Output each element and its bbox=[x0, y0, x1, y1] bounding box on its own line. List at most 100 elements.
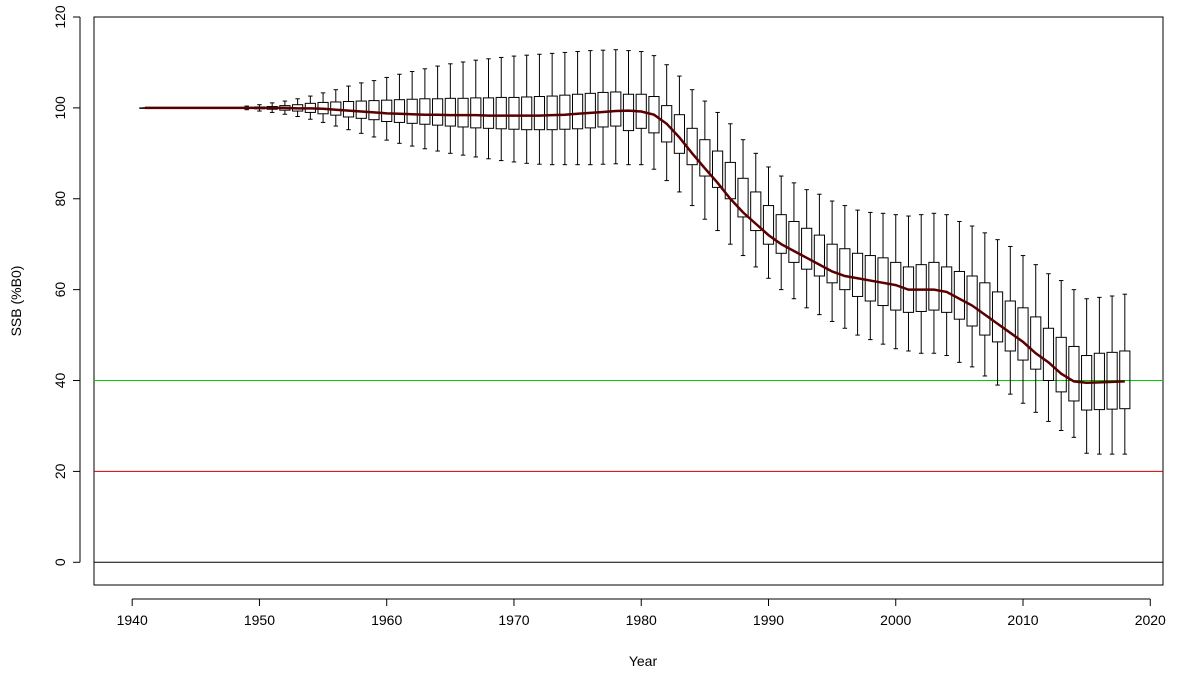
y-axis-title: SSB (%B0) bbox=[8, 266, 24, 337]
y-tick-label-40: 40 bbox=[52, 373, 68, 389]
box-1963 bbox=[419, 68, 431, 150]
box-1973 bbox=[546, 52, 558, 166]
reference-lines bbox=[94, 380, 1163, 563]
box-iqr-1959 bbox=[368, 100, 380, 121]
x-tick-label-2000: 2000 bbox=[880, 612, 911, 628]
box-2017 bbox=[1106, 295, 1118, 455]
box-iqr-2007 bbox=[979, 282, 991, 336]
box-iqr-1996 bbox=[839, 248, 851, 291]
box-1981 bbox=[648, 55, 660, 170]
box-iqr-1969 bbox=[495, 96, 507, 130]
box-1964 bbox=[432, 65, 444, 152]
box-2014 bbox=[1068, 289, 1080, 438]
box-iqr-2005 bbox=[953, 270, 965, 320]
y-tick-label-80: 80 bbox=[52, 191, 68, 207]
box-iqr-1960 bbox=[381, 99, 393, 123]
box-1970 bbox=[508, 55, 520, 163]
box-2002 bbox=[915, 214, 927, 354]
box-iqr-1992 bbox=[788, 220, 800, 263]
x-tick-label-1960: 1960 bbox=[371, 612, 402, 628]
y-axis: 0 20 40 60 80 100 120 bbox=[52, 5, 81, 566]
box-1965 bbox=[444, 63, 456, 154]
box-1960 bbox=[381, 76, 393, 141]
box-iqr-1988 bbox=[737, 177, 749, 218]
box-2009 bbox=[1004, 245, 1016, 395]
box-1997 bbox=[851, 209, 864, 336]
box-iqr-2010 bbox=[1017, 307, 1029, 361]
box-1982 bbox=[661, 64, 673, 182]
box-2006 bbox=[966, 225, 978, 368]
box-iqr-1972 bbox=[533, 96, 546, 131]
box-series bbox=[139, 49, 1131, 455]
box-1975 bbox=[572, 51, 584, 166]
box-iqr-1973 bbox=[546, 95, 558, 131]
box-iqr-1970 bbox=[508, 96, 520, 130]
box-iqr-2018 bbox=[1119, 350, 1131, 410]
box-1980 bbox=[635, 51, 647, 166]
box-1958 bbox=[355, 82, 367, 134]
box-1967 bbox=[470, 59, 482, 158]
box-iqr-1966 bbox=[457, 97, 469, 128]
box-1991 bbox=[775, 175, 787, 291]
box-iqr-1967 bbox=[470, 97, 482, 129]
box-iqr-1975 bbox=[572, 93, 584, 130]
box-2001 bbox=[902, 215, 915, 352]
box-iqr-1990 bbox=[762, 205, 775, 245]
box-1976 bbox=[584, 50, 596, 166]
box-1955 bbox=[317, 92, 329, 123]
x-tick-label-1970: 1970 bbox=[498, 612, 529, 628]
box-1988 bbox=[737, 139, 749, 257]
box-iqr-2002 bbox=[915, 264, 927, 312]
box-iqr-2013 bbox=[1055, 336, 1067, 393]
box-iqr-1976 bbox=[584, 92, 596, 129]
median-line bbox=[144, 106, 1125, 385]
box-1977 bbox=[597, 49, 609, 165]
box-1961 bbox=[393, 73, 406, 144]
box-iqr-1958 bbox=[355, 100, 367, 119]
box-iqr-1961 bbox=[393, 99, 406, 123]
plot-frame bbox=[93, 16, 1164, 586]
box-2015 bbox=[1081, 298, 1093, 454]
box-iqr-2009 bbox=[1004, 300, 1016, 352]
box-1979 bbox=[622, 50, 635, 166]
box-iqr-2014 bbox=[1068, 345, 1080, 402]
box-1974 bbox=[559, 51, 571, 166]
box-1962 bbox=[406, 71, 418, 147]
x-tick-label-1980: 1980 bbox=[626, 612, 657, 628]
box-iqr-2008 bbox=[991, 291, 1004, 343]
box-1990 bbox=[762, 166, 775, 279]
box-1996 bbox=[839, 205, 851, 329]
x-axis: 1940 1950 1960 1970 1980 1990 2000 2010 2020 bbox=[117, 598, 1166, 628]
box-iqr-1974 bbox=[559, 94, 571, 130]
box-2000 bbox=[890, 214, 902, 350]
box-2016 bbox=[1093, 296, 1105, 455]
x-tick-label-2020: 2020 bbox=[1135, 612, 1166, 628]
box-1994 bbox=[813, 193, 825, 316]
box-iqr-1971 bbox=[521, 96, 533, 131]
box-iqr-1998 bbox=[864, 255, 876, 302]
y-tick-label-60: 60 bbox=[52, 282, 68, 298]
box-iqr-2004 bbox=[941, 266, 953, 313]
box-1987 bbox=[724, 123, 736, 245]
box-1971 bbox=[521, 54, 533, 164]
box-1986 bbox=[711, 111, 724, 232]
box-1989 bbox=[750, 152, 762, 268]
box-2013 bbox=[1055, 280, 1067, 432]
box-2010 bbox=[1017, 255, 1029, 404]
box-iqr-2006 bbox=[966, 275, 978, 327]
y-tick-label-120: 120 bbox=[52, 5, 68, 29]
box-iqr-1979 bbox=[622, 93, 635, 132]
box-iqr-1991 bbox=[775, 214, 787, 254]
x-tick-label-2010: 2010 bbox=[1007, 612, 1038, 628]
box-iqr-2003 bbox=[928, 261, 940, 311]
box-iqr-1983 bbox=[673, 114, 685, 154]
box-iqr-1994 bbox=[813, 234, 825, 277]
box-2007 bbox=[979, 232, 991, 377]
y-tick-label-20: 20 bbox=[52, 463, 68, 479]
x-tick-label-1990: 1990 bbox=[753, 612, 784, 628]
box-iqr-1977 bbox=[597, 91, 609, 128]
box-iqr-2012 bbox=[1042, 327, 1055, 382]
box-iqr-1997 bbox=[851, 252, 864, 297]
box-iqr-1995 bbox=[826, 243, 838, 284]
